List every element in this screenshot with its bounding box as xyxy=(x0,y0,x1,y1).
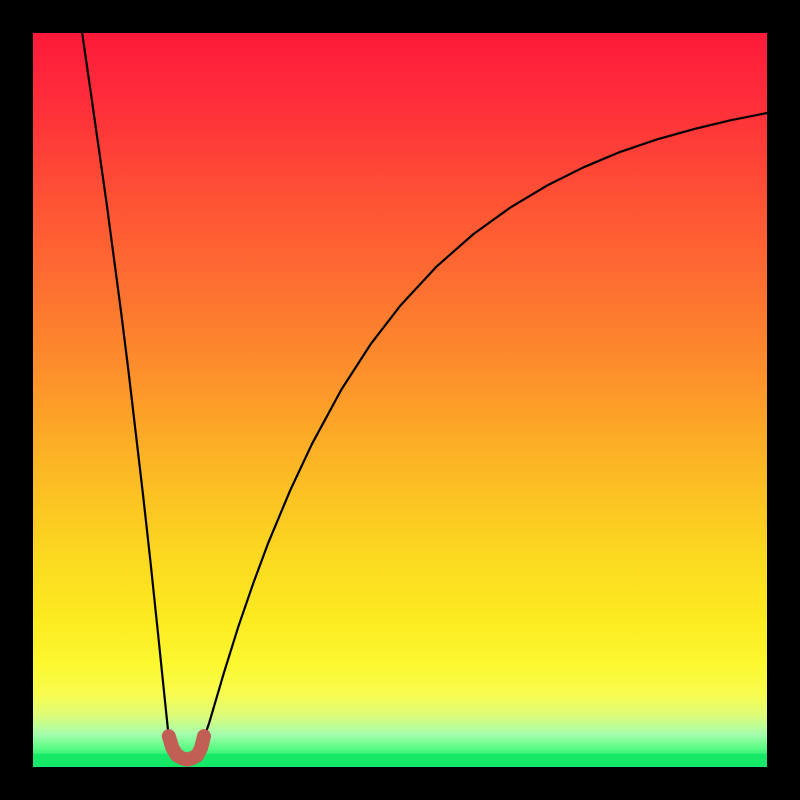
gradient-background xyxy=(33,33,767,767)
bottom-green-band xyxy=(33,754,767,767)
bottleneck-chart xyxy=(0,0,800,800)
chart-container: TheBottleneck.com xyxy=(0,0,800,800)
